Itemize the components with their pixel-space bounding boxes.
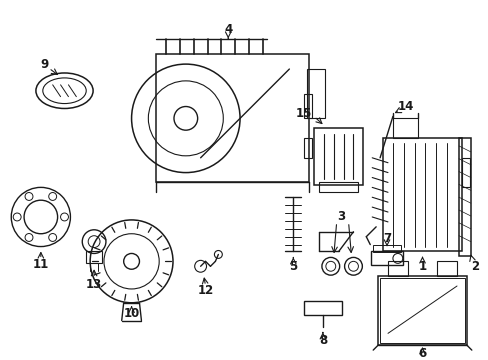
Text: 9: 9 [41, 58, 49, 71]
Bar [156, 54, 308, 183]
Bar [304, 94, 311, 118]
Text: 5: 5 [288, 260, 297, 273]
Bar [379, 278, 464, 343]
Text: 1: 1 [418, 260, 426, 273]
Text: 2: 2 [470, 260, 478, 273]
Text: 11: 11 [33, 258, 49, 271]
Text: 3: 3 [337, 211, 345, 224]
Text: 4: 4 [224, 23, 232, 36]
Text: 14: 14 [397, 100, 413, 113]
Bar [392, 118, 417, 138]
Text: 8: 8 [318, 334, 326, 347]
Bar [304, 301, 341, 315]
Text: 12: 12 [197, 284, 213, 297]
Text: 13: 13 [86, 278, 102, 291]
Bar [387, 261, 407, 276]
Bar [306, 69, 324, 118]
Text: 7: 7 [382, 232, 390, 245]
Bar [304, 138, 311, 158]
Bar [370, 252, 402, 265]
Bar [372, 244, 400, 252]
Bar [313, 128, 363, 185]
Bar [382, 138, 461, 252]
Text: 6: 6 [418, 347, 426, 360]
Bar [436, 261, 456, 276]
Text: 15: 15 [295, 107, 312, 120]
Bar [461, 158, 469, 188]
Text: 10: 10 [123, 307, 140, 320]
Bar [318, 183, 358, 192]
Bar [377, 276, 466, 345]
Bar [458, 138, 470, 256]
Bar [86, 252, 102, 263]
